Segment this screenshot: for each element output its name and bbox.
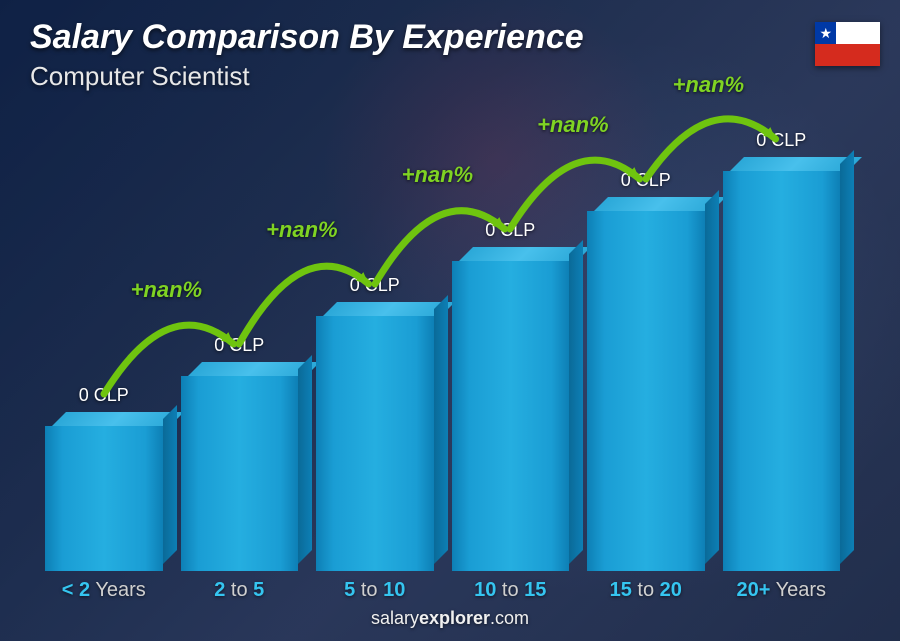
bar-x-label: 2 to 5 [214,579,264,602]
bar-value-label: 0 CLP [485,220,535,241]
bar-x-label: < 2 Years [62,579,146,602]
chart-title: Salary Comparison By Experience [30,18,810,57]
bar-x-label: 10 to 15 [474,579,546,602]
bar-x-label: 15 to 20 [610,579,682,602]
bar-value-label: 0 CLP [621,170,671,191]
bar [316,302,434,571]
bar [181,362,299,571]
bar [452,247,570,571]
bar-value-label: 0 CLP [214,335,264,356]
bar-group: 0 CLP< 2 Years [45,385,163,571]
growth-pct-label: +nan% [402,162,474,188]
bar-x-label: 5 to 10 [344,579,405,602]
bar-group: 0 CLP10 to 15 [452,220,570,571]
bar-group: 0 CLP5 to 10 [316,275,434,571]
bar-value-label: 0 CLP [756,130,806,151]
flag-star-icon: ★ [819,25,832,42]
footer-brand: salaryexplorer.com [0,608,900,629]
growth-pct-label: +nan% [131,277,203,303]
bar-x-label: 20+ Years [736,579,826,602]
growth-pct-label: +nan% [537,112,609,138]
bar-group: 0 CLP2 to 5 [181,335,299,571]
growth-pct-label: +nan% [673,72,745,98]
bar-value-label: 0 CLP [79,385,129,406]
country-flag-chile: ★ [815,22,880,66]
bar-group: 0 CLP20+ Years [723,130,841,571]
growth-pct-label: +nan% [266,217,338,243]
bar [723,157,841,571]
bar-group: 0 CLP15 to 20 [587,170,705,571]
bar [587,197,705,571]
bar-value-label: 0 CLP [350,275,400,296]
bar [45,412,163,571]
